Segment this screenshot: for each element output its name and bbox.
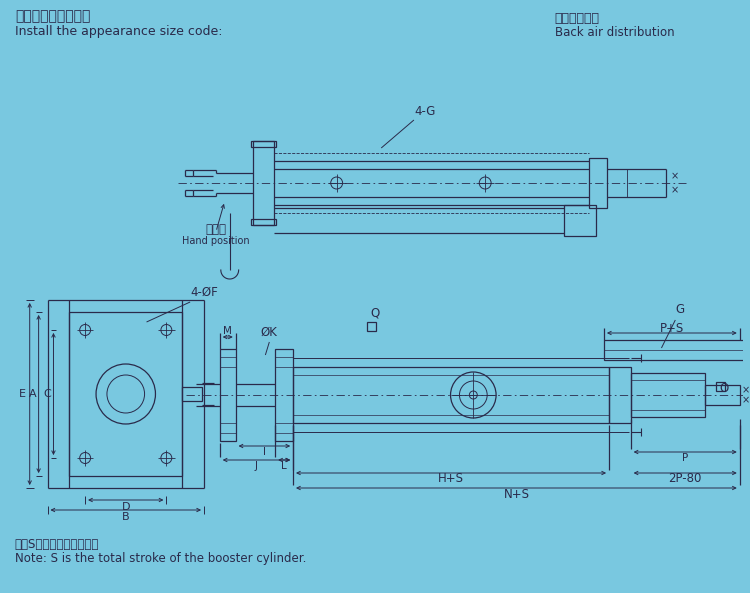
Text: Install the appearance size code:: Install the appearance size code: xyxy=(15,25,222,38)
Text: I: I xyxy=(263,447,266,457)
Text: D: D xyxy=(122,502,130,512)
Bar xyxy=(368,322,376,331)
Bar xyxy=(220,349,236,441)
Bar xyxy=(565,205,596,236)
Text: A: A xyxy=(28,389,37,399)
Text: J: J xyxy=(255,461,258,471)
Text: ×: × xyxy=(670,185,679,195)
Text: Back air distribution: Back air distribution xyxy=(554,26,674,39)
Text: 2P-80: 2P-80 xyxy=(668,473,702,486)
Text: N+S: N+S xyxy=(503,487,530,500)
Bar xyxy=(253,141,274,225)
Text: ×: × xyxy=(670,171,679,181)
Bar xyxy=(609,367,631,423)
Text: 扳手位: 扳手位 xyxy=(206,223,226,236)
Text: 安装外观尺寸代码：: 安装外观尺寸代码： xyxy=(15,9,90,23)
Text: Q: Q xyxy=(370,307,380,320)
Bar xyxy=(182,387,202,401)
Text: B: B xyxy=(122,512,130,522)
Text: O: O xyxy=(719,382,728,395)
Bar xyxy=(705,385,740,405)
Bar xyxy=(293,367,609,423)
Bar xyxy=(631,373,705,417)
Text: H+S: H+S xyxy=(438,473,464,486)
Text: 4-ØF: 4-ØF xyxy=(190,286,217,299)
Text: G: G xyxy=(675,303,685,316)
Bar xyxy=(251,141,276,147)
Text: Hand position: Hand position xyxy=(182,236,250,246)
Bar xyxy=(716,382,724,391)
Text: 背面气口分布: 背面气口分布 xyxy=(554,12,599,25)
Bar xyxy=(69,312,182,476)
Text: ×: × xyxy=(742,395,750,405)
Bar xyxy=(604,340,745,360)
Text: ØK: ØK xyxy=(260,326,278,339)
Text: M: M xyxy=(224,326,232,336)
Text: P: P xyxy=(682,453,688,463)
Text: C: C xyxy=(44,389,52,399)
Bar xyxy=(251,219,276,225)
Text: Note: S is the total stroke of the booster cylinder.: Note: S is the total stroke of the boost… xyxy=(15,552,306,565)
Text: 注：S为增压缸的总行程。: 注：S为增压缸的总行程。 xyxy=(15,538,99,551)
Text: L: L xyxy=(281,461,287,471)
Text: ×: × xyxy=(742,385,750,395)
Text: P+S: P+S xyxy=(660,323,684,336)
Text: E: E xyxy=(20,389,26,399)
Bar xyxy=(275,349,293,441)
Text: 4-G: 4-G xyxy=(414,105,435,118)
Bar xyxy=(590,158,607,208)
